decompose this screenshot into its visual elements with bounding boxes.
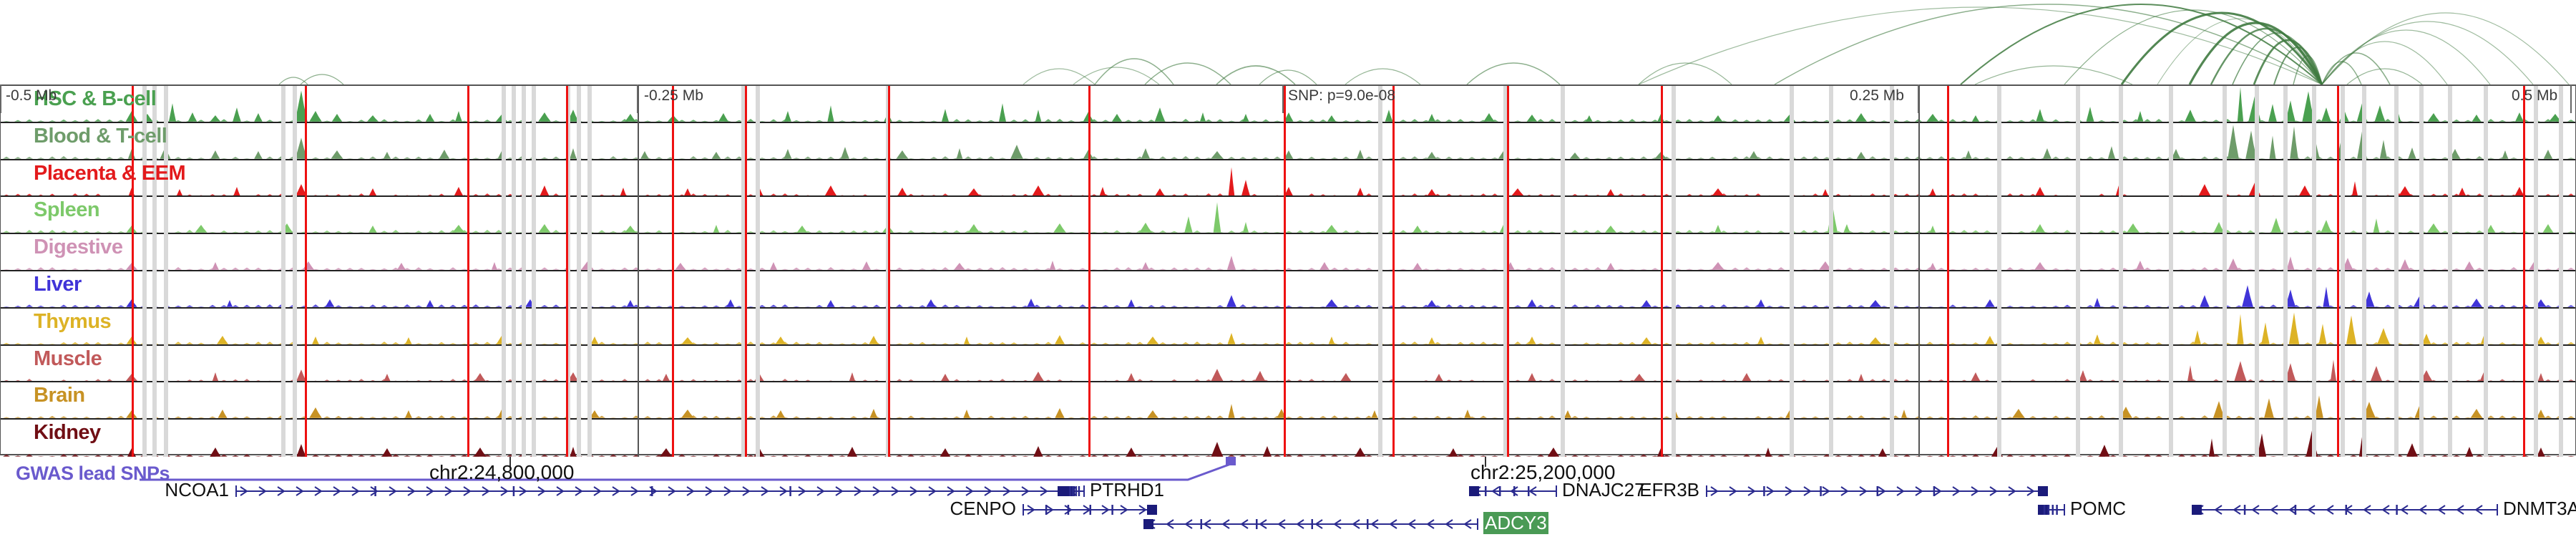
signal-track[interactable]: Thymus xyxy=(1,309,2575,346)
track-label-muscle: Muscle xyxy=(34,346,102,374)
chromatin-loop-arc xyxy=(2322,30,2490,84)
chromatin-loop-arc xyxy=(301,74,343,84)
signal-track[interactable]: Muscle xyxy=(1,346,2575,383)
signal-profile xyxy=(1,346,2575,382)
chromatin-loop-arc xyxy=(1095,59,1174,84)
signal-profile xyxy=(1,271,2575,307)
gene-annotation[interactable]: ADCY3 xyxy=(0,516,2576,534)
track-label-placenta-eem: Placenta & EEM xyxy=(34,160,185,189)
track-label-liver: Liver xyxy=(34,271,82,300)
chromatin-loop-arc xyxy=(2322,62,2361,84)
signal-profile xyxy=(1,86,2575,122)
track-label-thymus: Thymus xyxy=(34,309,111,337)
chromatin-loop-arc xyxy=(1639,63,1732,84)
chromatin-loop-arc xyxy=(2122,13,2322,84)
chromatin-loop-arc xyxy=(1023,69,1095,84)
signal-track[interactable]: Brain xyxy=(1,382,2575,420)
gwas-lead-snps-label: GWAS lead SNPs xyxy=(16,463,170,485)
signal-profile xyxy=(1,382,2575,418)
signal-profile xyxy=(1,234,2575,270)
signal-track[interactable]: Digestive xyxy=(1,234,2575,271)
track-label-blood-t-cell: Blood & T-cell xyxy=(34,123,167,152)
chromatin-loop-arc-panel xyxy=(0,0,2576,84)
track-label-kidney: Kidney xyxy=(34,420,101,448)
genome-browser-view: HSC & B-cell Blood & T-cell Placenta & EEM… xyxy=(0,0,2576,537)
signal-track[interactable]: Kidney xyxy=(1,420,2575,457)
coordinate-label: chr2:24,800,000 xyxy=(429,461,574,484)
signal-track[interactable]: Liver xyxy=(1,271,2575,309)
track-label-brain: Brain xyxy=(34,382,85,411)
chromatin-loop-arc xyxy=(1073,67,1159,84)
signal-track[interactable]: HSC & B-cell xyxy=(1,86,2575,123)
signal-track[interactable]: Blood & T-cell xyxy=(1,123,2575,160)
signal-profile xyxy=(1,123,2575,159)
chromatin-loop-arc xyxy=(1975,66,2132,84)
signal-profile xyxy=(1,160,2575,196)
gene-label[interactable]: ADCY3 xyxy=(1483,512,1548,534)
gene-annotation[interactable]: EFR3B xyxy=(0,483,2576,501)
signal-profile xyxy=(1,420,2575,457)
signal-profile xyxy=(1,197,2575,233)
gene-label[interactable]: EFR3B xyxy=(1639,479,1699,501)
track-label-hsc-b-cell: HSC & B-cell xyxy=(34,86,156,115)
chromatin-loop-arc xyxy=(1961,4,2322,84)
track-label-spleen: Spleen xyxy=(34,197,99,226)
signal-track[interactable]: Spleen xyxy=(1,197,2575,234)
signal-track-stack: HSC & B-cell Blood & T-cell Placenta & EEM… xyxy=(0,84,2576,455)
chromatin-loop-arc xyxy=(279,77,308,84)
annotation-panel: GWAS lead SNPs chr2:24,800,000 chr2:25,20… xyxy=(0,457,2576,537)
chromatin-loop-arc xyxy=(2254,40,2322,84)
arc-svg xyxy=(0,0,2576,84)
signal-profile xyxy=(1,309,2575,344)
chromatin-loop-arc xyxy=(2347,69,2422,84)
chromatin-loop-arc xyxy=(1467,63,1560,84)
chromatin-loop-arc xyxy=(1259,70,1317,84)
track-label-digestive: Digestive xyxy=(34,234,122,263)
signal-track[interactable]: Placenta & EEM xyxy=(1,160,2575,198)
chromatin-loop-arc xyxy=(1145,63,1231,84)
chromatin-loop-arc xyxy=(1345,69,1420,84)
